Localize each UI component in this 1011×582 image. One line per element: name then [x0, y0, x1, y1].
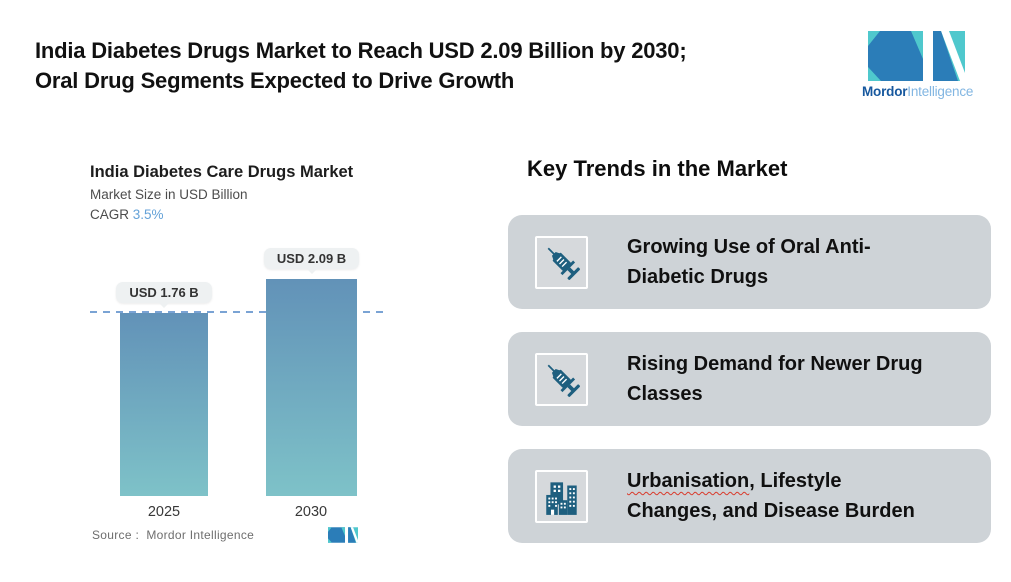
brand-name-bold: Mordor [862, 84, 908, 99]
page-title-line2: Oral Drug Segments Expected to Drive Gro… [35, 68, 515, 93]
x-axis-label-2025: 2025 [147, 504, 181, 520]
key-trends-heading: Key Trends in the Market [527, 156, 788, 181]
chart-subtitle: Market Size in USD Billion [90, 187, 248, 202]
bar-2025 [120, 312, 208, 496]
trend-card-text: Rising Demand for Newer Drug Classes [627, 353, 923, 405]
reference-dashed-line [90, 310, 386, 313]
bar-value-text-2025: USD 1.76 B [129, 284, 199, 300]
bar-group-2025: USD 1.76 B [116, 281, 212, 496]
trend-icon-box [535, 352, 588, 406]
syringe-icon [547, 247, 580, 280]
bar-group-2030: USD 2.09 B [263, 247, 360, 496]
brand-wordmark: MordorIntelligence [862, 84, 974, 99]
bar-value-label-2025: USD 1.76 B [116, 281, 212, 303]
bar-2030 [266, 278, 357, 496]
bar-chart-plot: USD 1.76 B USD 2.09 B 2025 2030 [90, 247, 390, 520]
trend-card-text: Growing Use of Oral Anti- Diabetic Drugs [627, 236, 871, 288]
bar-value-text-2030: USD 2.09 B [276, 250, 347, 266]
trend-icon-box [535, 469, 588, 523]
trend-card-text: Urbanisation, Lifestyle Changes, and Dis… [627, 470, 915, 522]
brand-logo: MordorIntelligence [862, 31, 974, 99]
mordor-intelligence-logo-icon [867, 31, 965, 81]
spellcheck-flagged-word: Urbanisation [627, 470, 750, 492]
brand-name-light: Intelligence [907, 84, 974, 99]
bar-value-label-2030: USD 2.09 B [263, 247, 360, 269]
source-text: Source : Mordor Intelligence [92, 528, 255, 542]
trend-card-urbanisation: Urbanisation, Lifestyle Changes, and Dis… [508, 449, 991, 543]
syringe-icon [547, 364, 580, 397]
cagr-label: CAGR [90, 207, 130, 222]
page-title: India Diabetes Drugs Market to Reach USD… [35, 36, 805, 96]
cagr-value: 3.5% [132, 207, 164, 222]
trend-card-newer-drug-classes: Rising Demand for Newer Drug Classes [508, 332, 991, 426]
chart-cagr: CAGR 3.5% [90, 207, 164, 222]
chart-title: India Diabetes Care Drugs Market [90, 163, 354, 181]
buildings-icon [545, 482, 577, 515]
trend-card-oral-antidiabetic: Growing Use of Oral Anti- Diabetic Drugs [508, 215, 991, 309]
trend-cards: Growing Use of Oral Anti- Diabetic Drugs [508, 215, 991, 566]
chart-source-row: Source : Mordor Intelligence [92, 527, 358, 543]
mordor-intelligence-mark-small-icon [328, 527, 358, 543]
trend-icon-box [535, 235, 588, 289]
page-title-line1: India Diabetes Drugs Market to Reach USD… [35, 38, 687, 63]
x-axis-label-2030: 2030 [294, 504, 328, 520]
